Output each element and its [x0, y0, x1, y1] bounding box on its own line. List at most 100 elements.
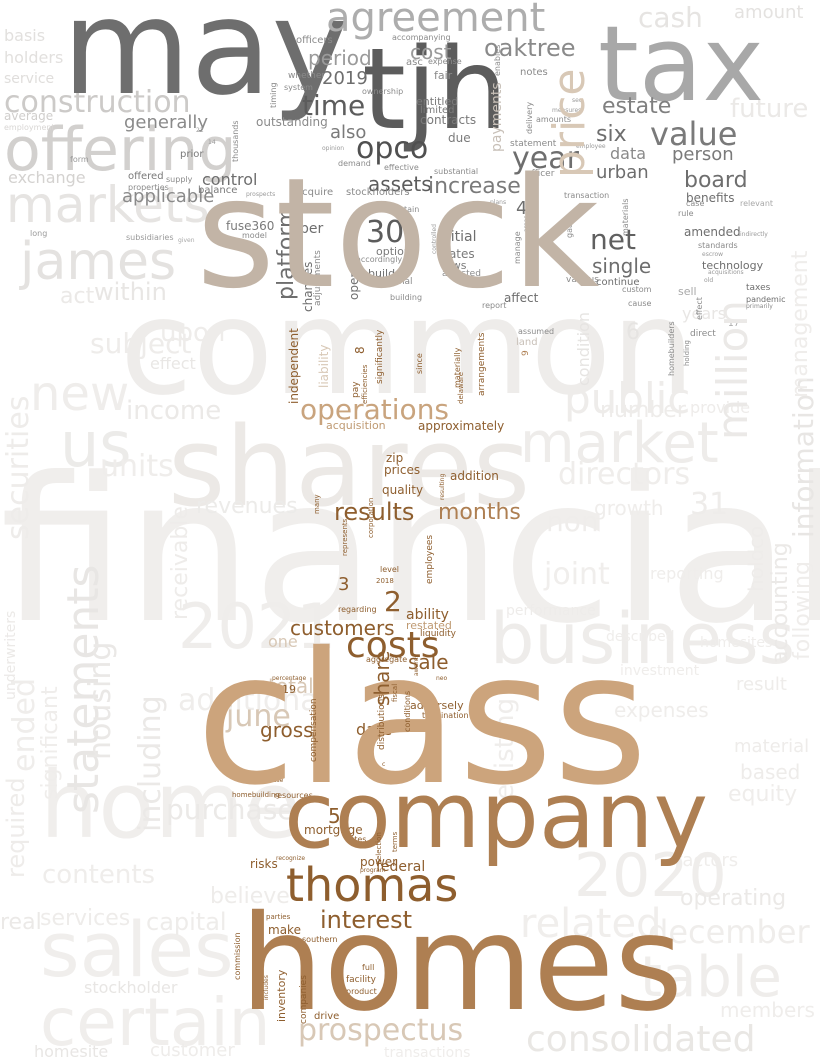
word-costs: costs: [346, 625, 440, 666]
word-substantial: substantial: [434, 167, 479, 176]
word-standards: standards: [698, 241, 738, 250]
word-parties: parties: [266, 913, 291, 921]
word-supply: supply: [166, 175, 193, 184]
word-make: make: [268, 923, 301, 937]
word-year: year: [512, 141, 579, 176]
word-independent: independent: [287, 328, 301, 404]
word-decrease: decrease: [256, 777, 284, 784]
word-level: level: [380, 565, 400, 574]
word-expense: expense: [428, 57, 462, 66]
word-subject: subject: [90, 327, 192, 360]
word-regarding: regarding: [338, 605, 377, 614]
word-due: due: [448, 131, 471, 145]
word-million: million: [708, 300, 757, 440]
word-resulting: resulting: [439, 473, 446, 500]
word-results: results: [334, 498, 415, 526]
word-equity: equity: [728, 782, 798, 807]
word-building: building: [390, 293, 423, 302]
word-months: months: [438, 500, 521, 525]
word-time: time: [302, 89, 366, 122]
word-gross: gross: [260, 718, 314, 742]
word-product: product: [346, 987, 377, 996]
word-sell: sell: [678, 285, 697, 298]
word-program: program: [360, 867, 386, 874]
word-tjh: tjh: [362, 25, 509, 155]
word-obtain: obtain: [394, 205, 420, 214]
word-prospectus: prospectus: [298, 1013, 464, 1048]
word-estate: estate: [602, 94, 672, 119]
word-applicable: applicable: [122, 186, 215, 207]
word-markets: markets: [6, 176, 210, 234]
word-period: period: [308, 46, 372, 70]
word-amounts: amounts: [536, 115, 572, 124]
word-homesite: homesite: [34, 1042, 109, 1061]
word-thomas: thomas: [286, 858, 459, 912]
word-outstanding: outstanding: [256, 115, 328, 129]
word-stock: stock: [196, 145, 600, 322]
word-southern: southern: [302, 935, 338, 944]
word-direct: direct: [690, 329, 716, 339]
word-awards: awards: [413, 654, 420, 676]
word-statement: statement: [510, 139, 557, 149]
word-members: members: [720, 998, 815, 1022]
word-benefits: benefits: [686, 191, 735, 205]
word-31: 31: [690, 487, 729, 522]
word-date: date: [356, 720, 393, 739]
word-restated: restated: [406, 619, 452, 632]
word-revenues: revenues: [196, 494, 298, 519]
word-since: since: [415, 353, 424, 374]
word-relevant: relevant: [740, 199, 774, 208]
word-corporation: corporation: [367, 497, 375, 538]
word-increase: increase: [428, 174, 521, 199]
word-neo: neo: [436, 675, 448, 682]
word-form: form: [70, 155, 89, 164]
word-may: may: [62, 0, 350, 125]
word-quality: quality: [382, 483, 424, 497]
word-9: 9: [521, 350, 531, 356]
word-initial: initial: [438, 229, 477, 245]
word-includes: includes: [263, 975, 270, 1000]
word-effect-v: effect: [695, 297, 704, 320]
word-investment: investment: [620, 663, 700, 679]
word-fair: fair: [434, 69, 453, 82]
word-distributions: distributions: [377, 694, 387, 750]
word-homebuilding: homebuilding: [232, 791, 280, 799]
word-customers: customers: [290, 616, 395, 640]
word-joint: joint: [544, 557, 610, 592]
word-drive: drive: [314, 1011, 340, 1022]
word-various: various: [566, 275, 599, 285]
word-net: net: [590, 223, 636, 256]
word-growth: growth: [594, 496, 664, 520]
word-timing: timing: [269, 82, 278, 108]
word-8: 8: [353, 346, 367, 354]
word-assumed: assumed: [518, 327, 555, 336]
word-significant: significant: [38, 686, 63, 800]
word-power: power: [360, 855, 398, 869]
word-addition: addition: [450, 469, 499, 483]
word-percentage: percentage: [272, 675, 307, 682]
word-2: 2: [384, 585, 402, 618]
word-14: 14: [208, 139, 216, 146]
word-accounting: accounting: [768, 542, 793, 664]
word-resources: resources: [274, 791, 313, 800]
word-believe: believe: [210, 884, 290, 909]
word-amended: amended: [684, 225, 741, 239]
word-cost: cost: [410, 40, 452, 64]
word-consolidated: consolidated: [526, 1019, 756, 1060]
word-also: also: [330, 122, 367, 143]
word-companies: companies: [299, 975, 309, 1024]
word-adjusted: adjusted: [442, 269, 481, 279]
word-many: many: [313, 494, 321, 514]
word-19: 19: [282, 683, 296, 696]
word-terms: terms: [391, 831, 399, 852]
word-table: table: [640, 945, 782, 1010]
word-related: related: [520, 901, 662, 947]
word-agreement: agreement: [326, 0, 546, 41]
word-taxes: taxes: [746, 283, 771, 293]
word-value: value: [650, 115, 738, 153]
word-holders: holders: [4, 48, 64, 67]
word-employment: employment: [4, 123, 55, 132]
word-2018: 2018: [376, 577, 394, 585]
word-affect: affect: [504, 291, 539, 305]
